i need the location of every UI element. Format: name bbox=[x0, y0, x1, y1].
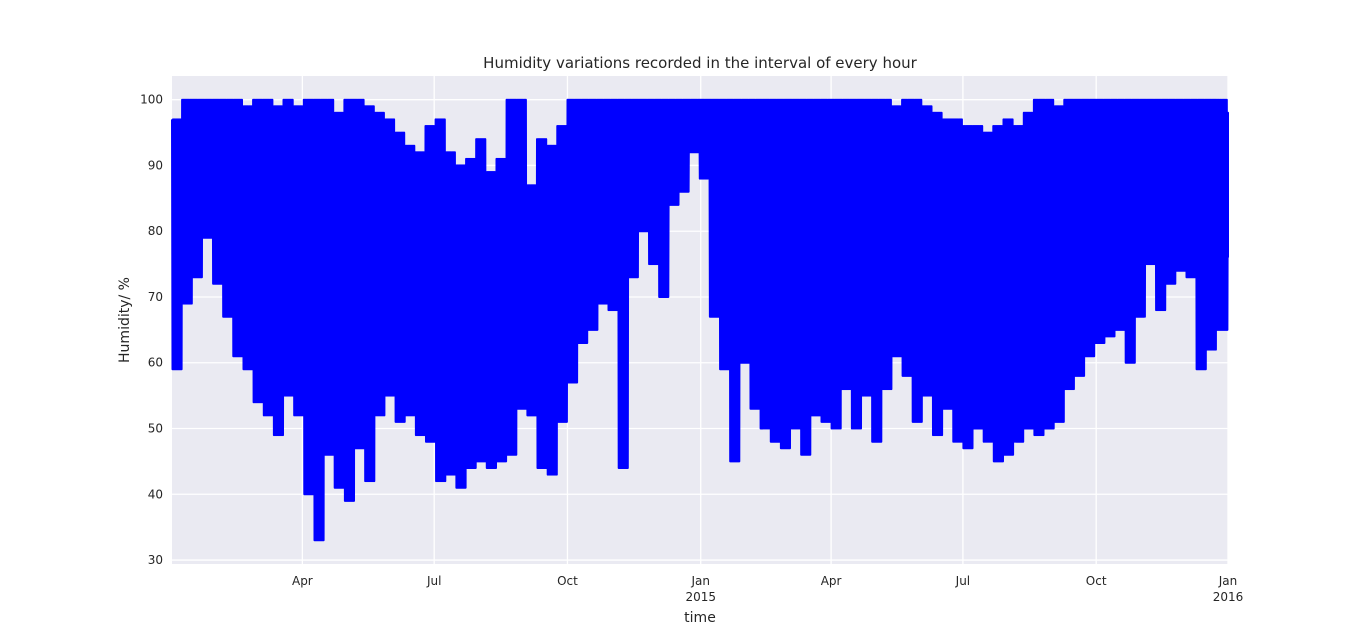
x-axis-ticks: Apr Jul Oct Jan 2015 Apr Jul Oct Jan 2016 bbox=[292, 574, 1243, 604]
y-axis-ticks: 30 40 50 60 70 80 90 100 bbox=[140, 93, 163, 567]
y-tick-label: 60 bbox=[148, 356, 163, 370]
x-axis-label: time bbox=[684, 610, 716, 626]
x-tick-label: Apr bbox=[292, 574, 313, 588]
x-tick-year-label: 2015 bbox=[685, 590, 716, 604]
chart-title: Humidity variations recorded in the inte… bbox=[483, 54, 917, 72]
x-tick-label: Oct bbox=[1086, 574, 1107, 588]
y-tick-label: 100 bbox=[140, 93, 163, 107]
y-axis-label: Humidity/ % bbox=[117, 277, 133, 363]
y-tick-label: 70 bbox=[148, 290, 163, 304]
y-tick-label: 80 bbox=[148, 224, 163, 238]
x-tick-label: Jan bbox=[1218, 574, 1238, 588]
x-tick-year-label: 2016 bbox=[1213, 590, 1244, 604]
humidity-series bbox=[171, 98, 1229, 542]
humidity-line bbox=[171, 98, 1229, 542]
y-tick-label: 30 bbox=[148, 553, 163, 567]
x-tick-label: Jul bbox=[426, 574, 441, 588]
y-tick-label: 90 bbox=[148, 158, 163, 172]
x-tick-label: Apr bbox=[821, 574, 842, 588]
x-tick-label: Jan bbox=[690, 574, 710, 588]
y-tick-label: 40 bbox=[148, 487, 163, 501]
x-tick-label: Jul bbox=[955, 574, 970, 588]
x-tick-label: Oct bbox=[557, 574, 578, 588]
y-tick-label: 50 bbox=[148, 422, 163, 436]
